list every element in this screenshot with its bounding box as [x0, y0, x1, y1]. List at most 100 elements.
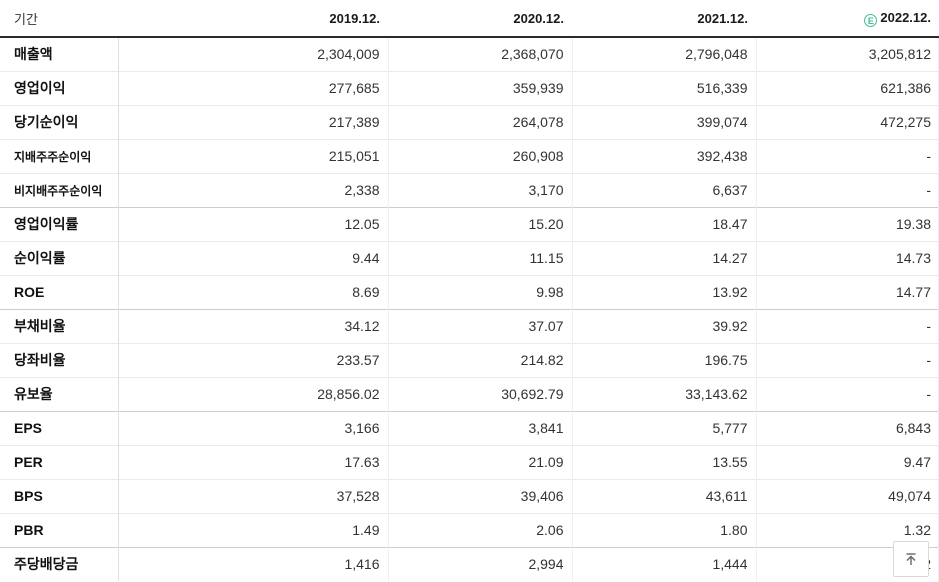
value-cell-2020-12: 260,908 — [387, 138, 572, 173]
row-label: PER — [0, 444, 118, 479]
value-cell-2019-12: 3,166 — [117, 410, 388, 445]
value-cell-2021-12: 1,444 — [571, 546, 756, 581]
value-cell-2021-12: 18.47 — [571, 206, 756, 241]
value-cell-2019-12: 2,304,009 — [117, 37, 388, 71]
value-cell-2019-12: 1.49 — [117, 512, 388, 547]
row-label: 부채비율 — [0, 308, 118, 343]
value-cell-2020-12: 2,994 — [387, 546, 572, 581]
row-label: BPS — [0, 478, 118, 513]
column-header-2019-12: 2019.12. — [118, 0, 388, 38]
row-label: ROE — [0, 274, 118, 309]
table-body: 매출액 2,304,009 2,368,070 2,796,048 3,205,… — [0, 37, 939, 581]
column-header-2022-12-label: 2022.12. — [880, 9, 931, 25]
value-cell-2022-12: 472,275 — [755, 104, 939, 139]
value-cell-2019-12: 2,338 — [117, 172, 388, 207]
value-cell-2020-12: 359,939 — [387, 70, 572, 105]
value-cell-2020-12: 3,841 — [387, 410, 572, 445]
table-row: 매출액 2,304,009 2,368,070 2,796,048 3,205,… — [0, 37, 939, 71]
value-cell-2019-12: 277,685 — [117, 70, 388, 105]
row-label: 주당배당금 — [0, 546, 118, 581]
row-label: 지배주주순이익 — [0, 138, 118, 173]
value-cell-2019-12: 28,856.02 — [117, 376, 388, 411]
table-row: 부채비율 34.12 37.07 39.92 - — [0, 308, 939, 343]
value-cell-2020-12: 11.15 — [387, 240, 572, 275]
value-cell-2021-12: 13.92 — [571, 274, 756, 309]
row-label: EPS — [0, 410, 118, 445]
value-cell-2021-12: 13.55 — [571, 444, 756, 479]
value-cell-2022-12: - — [755, 376, 939, 411]
value-cell-2021-12: 2,796,048 — [571, 37, 756, 71]
value-cell-2019-12: 34.12 — [117, 308, 388, 343]
value-cell-2022-12: 49,074 — [755, 478, 939, 513]
table-row: 주당배당금 1,416 2,994 1,444 2 — [0, 546, 939, 581]
table-row: 영업이익 277,685 359,939 516,339 621,386 — [0, 70, 939, 105]
scroll-to-top-button[interactable] — [893, 541, 929, 577]
table-row: 영업이익률 12.05 15.20 18.47 19.38 — [0, 206, 939, 241]
value-cell-2022-12: 9.47 — [755, 444, 939, 479]
value-cell-2021-12: 399,074 — [571, 104, 756, 139]
value-cell-2019-12: 17.63 — [117, 444, 388, 479]
table-row: 순이익률 9.44 11.15 14.27 14.73 — [0, 240, 939, 275]
value-cell-2019-12: 217,389 — [117, 104, 388, 139]
value-cell-2020-12: 37.07 — [387, 308, 572, 343]
row-label: 영업이익 — [0, 70, 118, 105]
value-cell-2022-12: - — [755, 342, 939, 377]
value-cell-2020-12: 264,078 — [387, 104, 572, 139]
value-cell-2020-12: 9.98 — [387, 274, 572, 309]
value-cell-2020-12: 2.06 — [387, 512, 572, 547]
value-cell-2019-12: 9.44 — [117, 240, 388, 275]
value-cell-2021-12: 392,438 — [571, 138, 756, 173]
value-cell-2022-12: 14.77 — [755, 274, 939, 309]
table-row: PER 17.63 21.09 13.55 9.47 — [0, 444, 939, 479]
value-cell-2020-12: 214.82 — [387, 342, 572, 377]
row-label: 당기순이익 — [0, 104, 118, 139]
row-label: 유보율 — [0, 376, 118, 411]
value-cell-2021-12: 33,143.62 — [571, 376, 756, 411]
row-label: PBR — [0, 512, 118, 547]
value-cell-2020-12: 39,406 — [387, 478, 572, 513]
column-header-2021-12: 2021.12. — [572, 0, 756, 38]
value-cell-2021-12: 39.92 — [571, 308, 756, 343]
value-cell-2022-12: 6,843 — [755, 410, 939, 445]
value-cell-2020-12: 3,170 — [387, 172, 572, 207]
value-cell-2020-12: 30,692.79 — [387, 376, 572, 411]
value-cell-2019-12: 1,416 — [117, 546, 388, 581]
column-header-2020-12: 2020.12. — [388, 0, 572, 38]
value-cell-2020-12: 21.09 — [387, 444, 572, 479]
table-row: 유보율 28,856.02 30,692.79 33,143.62 - — [0, 376, 939, 411]
estimate-icon: E — [864, 13, 878, 27]
value-cell-2019-12: 215,051 — [117, 138, 388, 173]
value-cell-2022-12: 3,205,812 — [755, 37, 939, 71]
table-header: 기간 2019.12. 2020.12. 2021.12. E 2022.12. — [0, 0, 939, 38]
value-cell-2021-12: 516,339 — [571, 70, 756, 105]
value-cell-2020-12: 15.20 — [387, 206, 572, 241]
column-header-2022-12-estimate: E 2022.12. — [756, 0, 939, 38]
value-cell-2019-12: 12.05 — [117, 206, 388, 241]
value-cell-2021-12: 43,611 — [571, 478, 756, 513]
table-row: 당좌비율 233.57 214.82 196.75 - — [0, 342, 939, 377]
table-row: 비지배주주순이익 2,338 3,170 6,637 - — [0, 172, 939, 207]
row-label: 순이익률 — [0, 240, 118, 275]
value-cell-2022-12: 14.73 — [755, 240, 939, 275]
row-label: 당좌비율 — [0, 342, 118, 377]
value-cell-2021-12: 1.80 — [571, 512, 756, 547]
value-cell-2021-12: 6,637 — [571, 172, 756, 207]
row-label: 비지배주주순이익 — [0, 172, 118, 207]
value-cell-2022-12: - — [755, 172, 939, 207]
value-cell-2021-12: 14.27 — [571, 240, 756, 275]
row-label: 영업이익률 — [0, 206, 118, 241]
table-row: BPS 37,528 39,406 43,611 49,074 — [0, 478, 939, 513]
value-cell-2021-12: 5,777 — [571, 410, 756, 445]
value-cell-2019-12: 233.57 — [117, 342, 388, 377]
value-cell-2022-12: 621,386 — [755, 70, 939, 105]
table-row: 당기순이익 217,389 264,078 399,074 472,275 — [0, 104, 939, 139]
value-cell-2020-12: 2,368,070 — [387, 37, 572, 71]
row-label: 매출액 — [14, 46, 53, 63]
table-row: ROE 8.69 9.98 13.92 14.77 — [0, 274, 939, 309]
value-cell-2022-12: - — [755, 138, 939, 173]
period-header: 기간 — [0, 0, 118, 38]
value-cell-2019-12: 37,528 — [117, 478, 388, 513]
value-cell-2022-12: - — [755, 308, 939, 343]
